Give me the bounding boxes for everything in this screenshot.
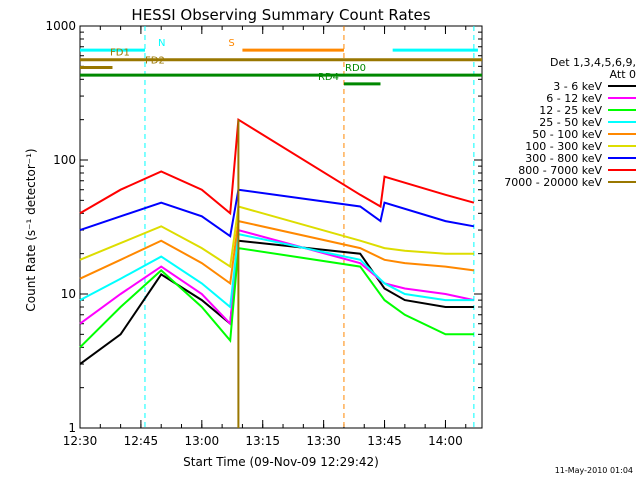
annotation-label: RD0: [345, 63, 366, 74]
legend-entry-label: 300 - 800 keV: [525, 152, 602, 165]
series-line: [79, 205, 474, 269]
legend-entry-label: 7000 - 20000 keV: [504, 176, 602, 189]
x-tick-label: 14:00: [428, 434, 463, 448]
annotation-label: FD1: [110, 48, 130, 59]
plot-frame: [79, 25, 483, 429]
legend-entry-label: 3 - 6 keV: [553, 80, 602, 93]
annotation-label: S: [228, 38, 234, 49]
annotation-label: N: [158, 38, 165, 49]
y-tick-label: 100: [53, 153, 76, 167]
legend-entry-label: 100 - 300 keV: [525, 140, 602, 153]
legend-entry-label: 25 - 50 keV: [539, 116, 602, 129]
series-line: [79, 117, 475, 216]
annotation-label: FD2: [145, 56, 165, 67]
x-tick-label: 13:15: [245, 434, 280, 448]
y-tick-label: 1000: [45, 19, 76, 33]
x-tick-label: 13:30: [306, 434, 341, 448]
legend-entry-label: 50 - 100 keV: [532, 128, 602, 141]
y-tick-label: 1: [68, 421, 76, 435]
y-axis-label: Count Rate (s⁻¹ detector⁻¹): [24, 148, 38, 311]
legend-title: Det 1,3,4,5,6,9,: [550, 56, 636, 69]
plot-area: 1 10 100 1000 12:30 12:45 13:00 13:15 13:30 13:45…: [45, 19, 483, 448]
x-axis-label: Start Time (09-Nov-09 12:29:42): [183, 455, 379, 469]
legend-entry-label: 6 - 12 keV: [546, 92, 602, 105]
chart-title: HESSI Observing Summary Count Rates: [131, 6, 430, 24]
x-tick-label: 12:45: [124, 434, 159, 448]
y-tick-label: 10: [61, 287, 76, 301]
legend-entry-label: 12 - 25 keV: [539, 104, 602, 117]
annotation-label: RD4: [318, 72, 339, 83]
x-tick-label: 13:00: [185, 434, 220, 448]
x-tick-label: 13:45: [367, 434, 402, 448]
legend-title: Att 0: [610, 68, 636, 81]
legend-entry-label: 800 - 7000 keV: [518, 164, 602, 177]
x-tick-label: 12:30: [63, 434, 98, 448]
footer-timestamp: 11-May-2010 01:04: [555, 466, 633, 475]
series-line: [79, 239, 474, 365]
